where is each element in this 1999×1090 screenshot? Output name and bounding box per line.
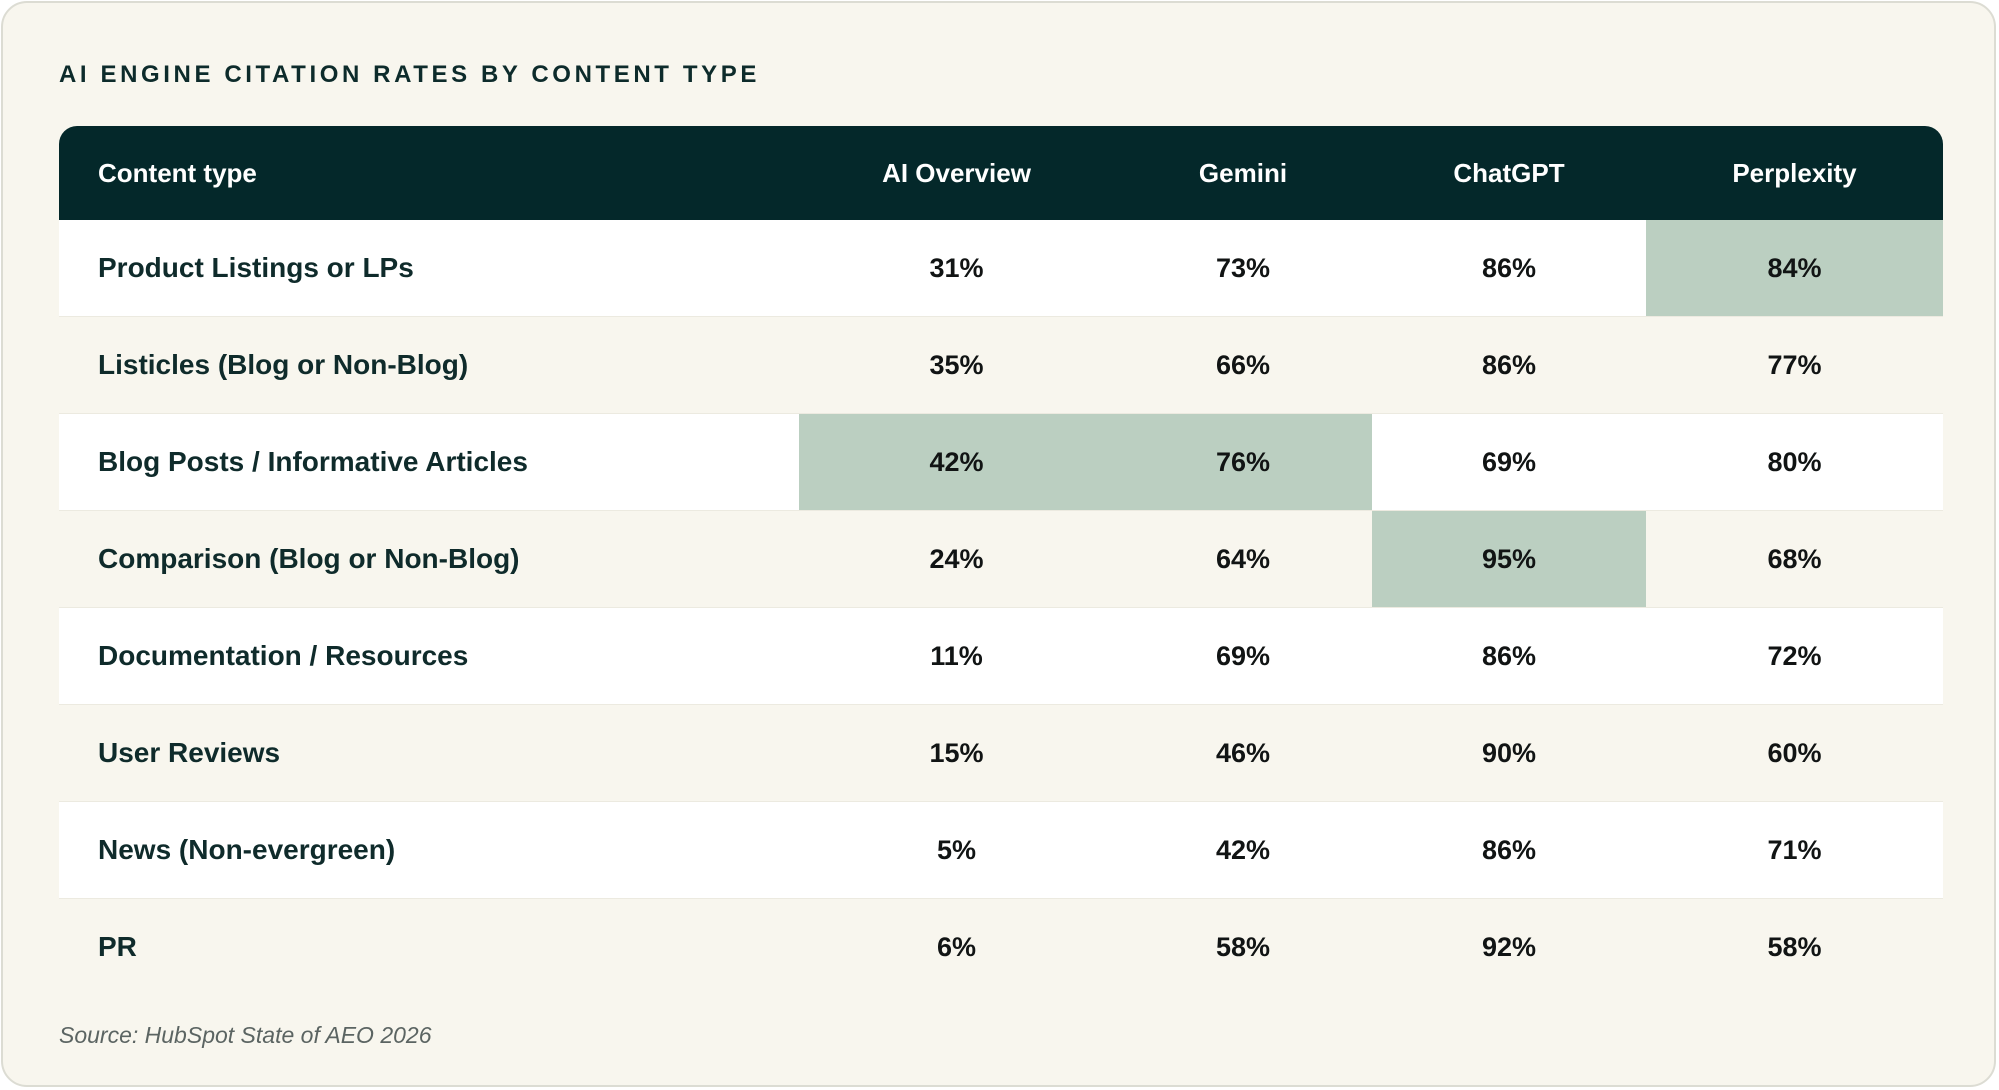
- table-row: Comparison (Blog or Non-Blog) 24% 64% 95% 68…: [59, 511, 1943, 608]
- cell-ai-overview: 15%: [929, 738, 984, 768]
- row-label: User Reviews: [98, 737, 281, 768]
- cell-chatgpt: 86%: [1481, 641, 1537, 671]
- citation-table: Content type AI Overview Gemini ChatGPT …: [59, 126, 1943, 996]
- cell-gemini: 46%: [1215, 738, 1271, 768]
- table-row: Product Listings or LPs 31% 73% 86% 84%: [59, 220, 1943, 317]
- cell-gemini: 73%: [1215, 253, 1271, 283]
- cell-chatgpt: 69%: [1481, 447, 1537, 477]
- cell-ai-overview: 11%: [930, 641, 983, 671]
- table-header: Content type AI Overview Gemini ChatGPT …: [59, 126, 1943, 220]
- header-perplexity: Perplexity: [1732, 158, 1857, 188]
- row-label: Comparison (Blog or Non-Blog): [98, 543, 520, 574]
- row-label: PR: [98, 931, 137, 962]
- cell-perplexity: 80%: [1767, 447, 1822, 477]
- cell-perplexity: 58%: [1767, 932, 1822, 962]
- cell-perplexity: 77%: [1767, 350, 1822, 380]
- table-body: Product Listings or LPs 31% 73% 86% 84% Listi…: [59, 220, 1943, 996]
- cell-perplexity: 84%: [1646, 220, 1943, 316]
- cell-chatgpt: 86%: [1481, 350, 1537, 380]
- row-label: Product Listings or LPs: [98, 252, 414, 283]
- header-content-type: Content type: [98, 158, 257, 188]
- table-row: User Reviews 15% 46% 90% 60%: [59, 705, 1943, 802]
- table-row: Documentation / Resources 11% 69% 86% 72%: [59, 608, 1943, 705]
- cell-ai-overview: 31%: [929, 253, 984, 283]
- cell-chatgpt: 95%: [1372, 511, 1646, 607]
- source-note: Source: HubSpot State of AEO 2026: [59, 1022, 432, 1048]
- table-row: Blog Posts / Informative Articles 42% 76% 6…: [59, 414, 1943, 511]
- cell-chatgpt: 86%: [1481, 835, 1537, 865]
- header-ai-overview: AI Overview: [882, 158, 1031, 188]
- row-label: News (Non-evergreen): [98, 834, 396, 865]
- row-label: Documentation / Resources: [98, 640, 469, 671]
- cell-ai-overview: 42%: [799, 414, 1114, 510]
- row-label: Listicles (Blog or Non-Blog): [98, 349, 469, 380]
- table-row: News (Non-evergreen) 5% 42% 86% 71%: [59, 802, 1943, 899]
- cell-ai-overview: 35%: [929, 350, 984, 380]
- cell-gemini: 58%: [1215, 932, 1271, 962]
- cell-chatgpt: 90%: [1481, 738, 1537, 768]
- cell-gemini: 66%: [1215, 350, 1271, 380]
- table-row: Listicles (Blog or Non-Blog) 35% 66% 86% 77%: [59, 317, 1943, 414]
- cell-gemini: 64%: [1215, 544, 1271, 574]
- cell-ai-overview: 6%: [936, 932, 977, 962]
- header-chatgpt: ChatGPT: [1453, 158, 1565, 188]
- cell-gemini: 42%: [1215, 835, 1271, 865]
- cell-gemini: 69%: [1215, 641, 1271, 671]
- cell-chatgpt: 86%: [1481, 253, 1537, 283]
- cell-ai-overview: 5%: [936, 835, 977, 865]
- header-gemini: Gemini: [1198, 158, 1288, 188]
- cell-ai-overview: 24%: [929, 544, 984, 574]
- cell-perplexity: 60%: [1767, 738, 1822, 768]
- row-label: Blog Posts / Informative Articles: [98, 446, 528, 477]
- chart-title: AI ENGINE CITATION RATES BY CONTENT TYPE: [59, 61, 760, 88]
- cell-perplexity: 71%: [1767, 835, 1822, 865]
- table-row: PR 6% 58% 92% 58%: [59, 899, 1943, 996]
- cell-chatgpt: 92%: [1481, 932, 1537, 962]
- cell-perplexity: 72%: [1767, 641, 1822, 671]
- cell-gemini: 76%: [1114, 414, 1372, 510]
- cell-perplexity: 68%: [1767, 544, 1822, 574]
